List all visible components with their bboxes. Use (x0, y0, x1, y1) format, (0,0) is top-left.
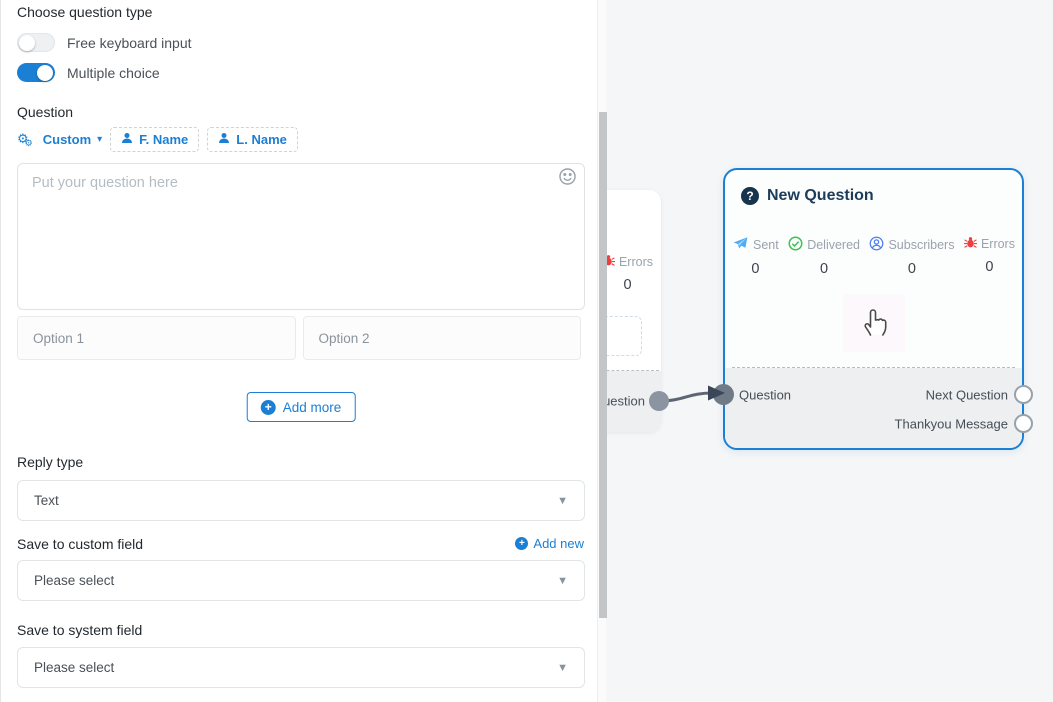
output-port-thankyou-message[interactable] (1014, 414, 1033, 433)
output-port-label: Next Question (925, 387, 1008, 403)
paper-plane-icon (732, 236, 749, 254)
node-divider (732, 367, 1015, 368)
first-name-chip-button[interactable]: F. Name (110, 127, 200, 152)
new-question-node[interactable]: ? New Question Sent 0 Delivered (713, 168, 1033, 450)
chip-label: F. Name (139, 132, 189, 147)
stat-value: 0 (623, 277, 632, 293)
chip-label: L. Name (236, 132, 287, 147)
chevron-down-icon: ▾ (97, 134, 103, 145)
output-port-label: Thankyou Message (894, 416, 1008, 432)
toggle-label: Multiple choice (67, 64, 160, 81)
add-more-label: Add more (282, 399, 342, 415)
merge-tag-chips: ⚙⚙ Custom ▾ F. Name L. Name (17, 127, 298, 152)
emoji-picker-icon[interactable] (558, 167, 578, 187)
custom-dropdown-button[interactable]: ⚙⚙ Custom ▾ (17, 132, 103, 149)
stat-value: 0 (985, 259, 994, 275)
choose-question-type-label: Choose question type (17, 4, 153, 20)
add-new-label: Add new (533, 536, 584, 551)
toggle-row-free-keyboard: Free keyboard input (17, 33, 192, 52)
answer-options (17, 316, 581, 360)
save-to-system-field-label: Save to system field (17, 622, 143, 638)
user-circle-icon (869, 236, 884, 254)
question-label: Question (17, 104, 74, 120)
select-value: Text (34, 493, 59, 508)
question-text-input[interactable] (17, 163, 585, 310)
custom-field-select[interactable]: Please select ▼ (17, 560, 585, 601)
input-port-label: Question (739, 387, 792, 403)
node-title: New Question (767, 187, 874, 204)
question-config-panel: Choose question type Free keyboard input… (0, 0, 585, 702)
input-port-question[interactable] (713, 384, 734, 405)
stat-label: Errors (618, 255, 653, 269)
toggle-label: Free keyboard input (67, 34, 192, 51)
select-value: Please select (34, 573, 115, 588)
chevron-down-icon: ▼ (557, 494, 568, 507)
stat-sent: Sent 0 (732, 236, 779, 277)
stat-subscribers: Subscribers 0 (869, 236, 954, 277)
stat-value: 0 (907, 261, 916, 277)
bug-icon (963, 236, 977, 252)
node-stats: Sent 0 Delivered 0 Subscribers (732, 236, 1015, 277)
stat-label: Subscribers (888, 238, 955, 252)
add-more-button[interactable]: + Add more (246, 392, 356, 422)
scrollbar-thumb[interactable] (599, 112, 607, 618)
stat-label: Sent (753, 238, 779, 252)
plus-circle-icon: + (260, 399, 276, 415)
last-name-chip-button[interactable]: L. Name (207, 127, 298, 152)
toggle-knob (37, 64, 53, 81)
stat-errors: Errors 0 (963, 236, 1015, 277)
chip-label: Custom (42, 132, 92, 147)
option-1-input[interactable] (17, 316, 296, 360)
hand-cursor-icon (860, 304, 888, 343)
panel-scrollbar[interactable] (597, 0, 607, 702)
chevron-down-icon: ▼ (557, 574, 568, 587)
reply-type-select[interactable]: Text ▼ (17, 480, 585, 521)
person-icon (218, 132, 230, 147)
gears-icon: ⚙⚙ (17, 132, 33, 149)
multiple-choice-toggle[interactable] (17, 63, 55, 82)
stat-errors: Errors 0 (601, 254, 653, 293)
select-value: Please select (34, 660, 115, 675)
plus-circle-icon: + (515, 537, 529, 550)
stat-label: Delivered (807, 238, 860, 252)
free-keyboard-toggle[interactable] (17, 33, 55, 52)
reply-type-label: Reply type (17, 454, 84, 470)
system-field-select[interactable]: Please select ▼ (17, 647, 585, 688)
stat-label: Errors (980, 237, 1015, 251)
stat-delivered: Delivered 0 (788, 236, 860, 277)
add-new-field-link[interactable]: + Add new (515, 536, 584, 551)
drag-ghost (843, 294, 905, 352)
toggle-knob (19, 34, 35, 51)
stat-value: 0 (751, 261, 760, 277)
node-header: ? New Question (741, 187, 874, 205)
question-circle-icon: ? (741, 187, 759, 205)
person-icon (121, 132, 133, 147)
stat-value: 0 (820, 261, 829, 277)
node-footer: Question Next Question Thankyou Message (725, 368, 1022, 448)
chevron-down-icon: ▼ (557, 661, 568, 674)
option-2-input[interactable] (302, 316, 581, 360)
node-divider (562, 370, 659, 371)
output-port-next-question[interactable] (1014, 385, 1033, 404)
check-circle-icon (788, 236, 803, 254)
save-to-custom-field-label: Save to custom field (17, 536, 144, 552)
toggle-row-multiple-choice: Multiple choice (17, 63, 160, 82)
